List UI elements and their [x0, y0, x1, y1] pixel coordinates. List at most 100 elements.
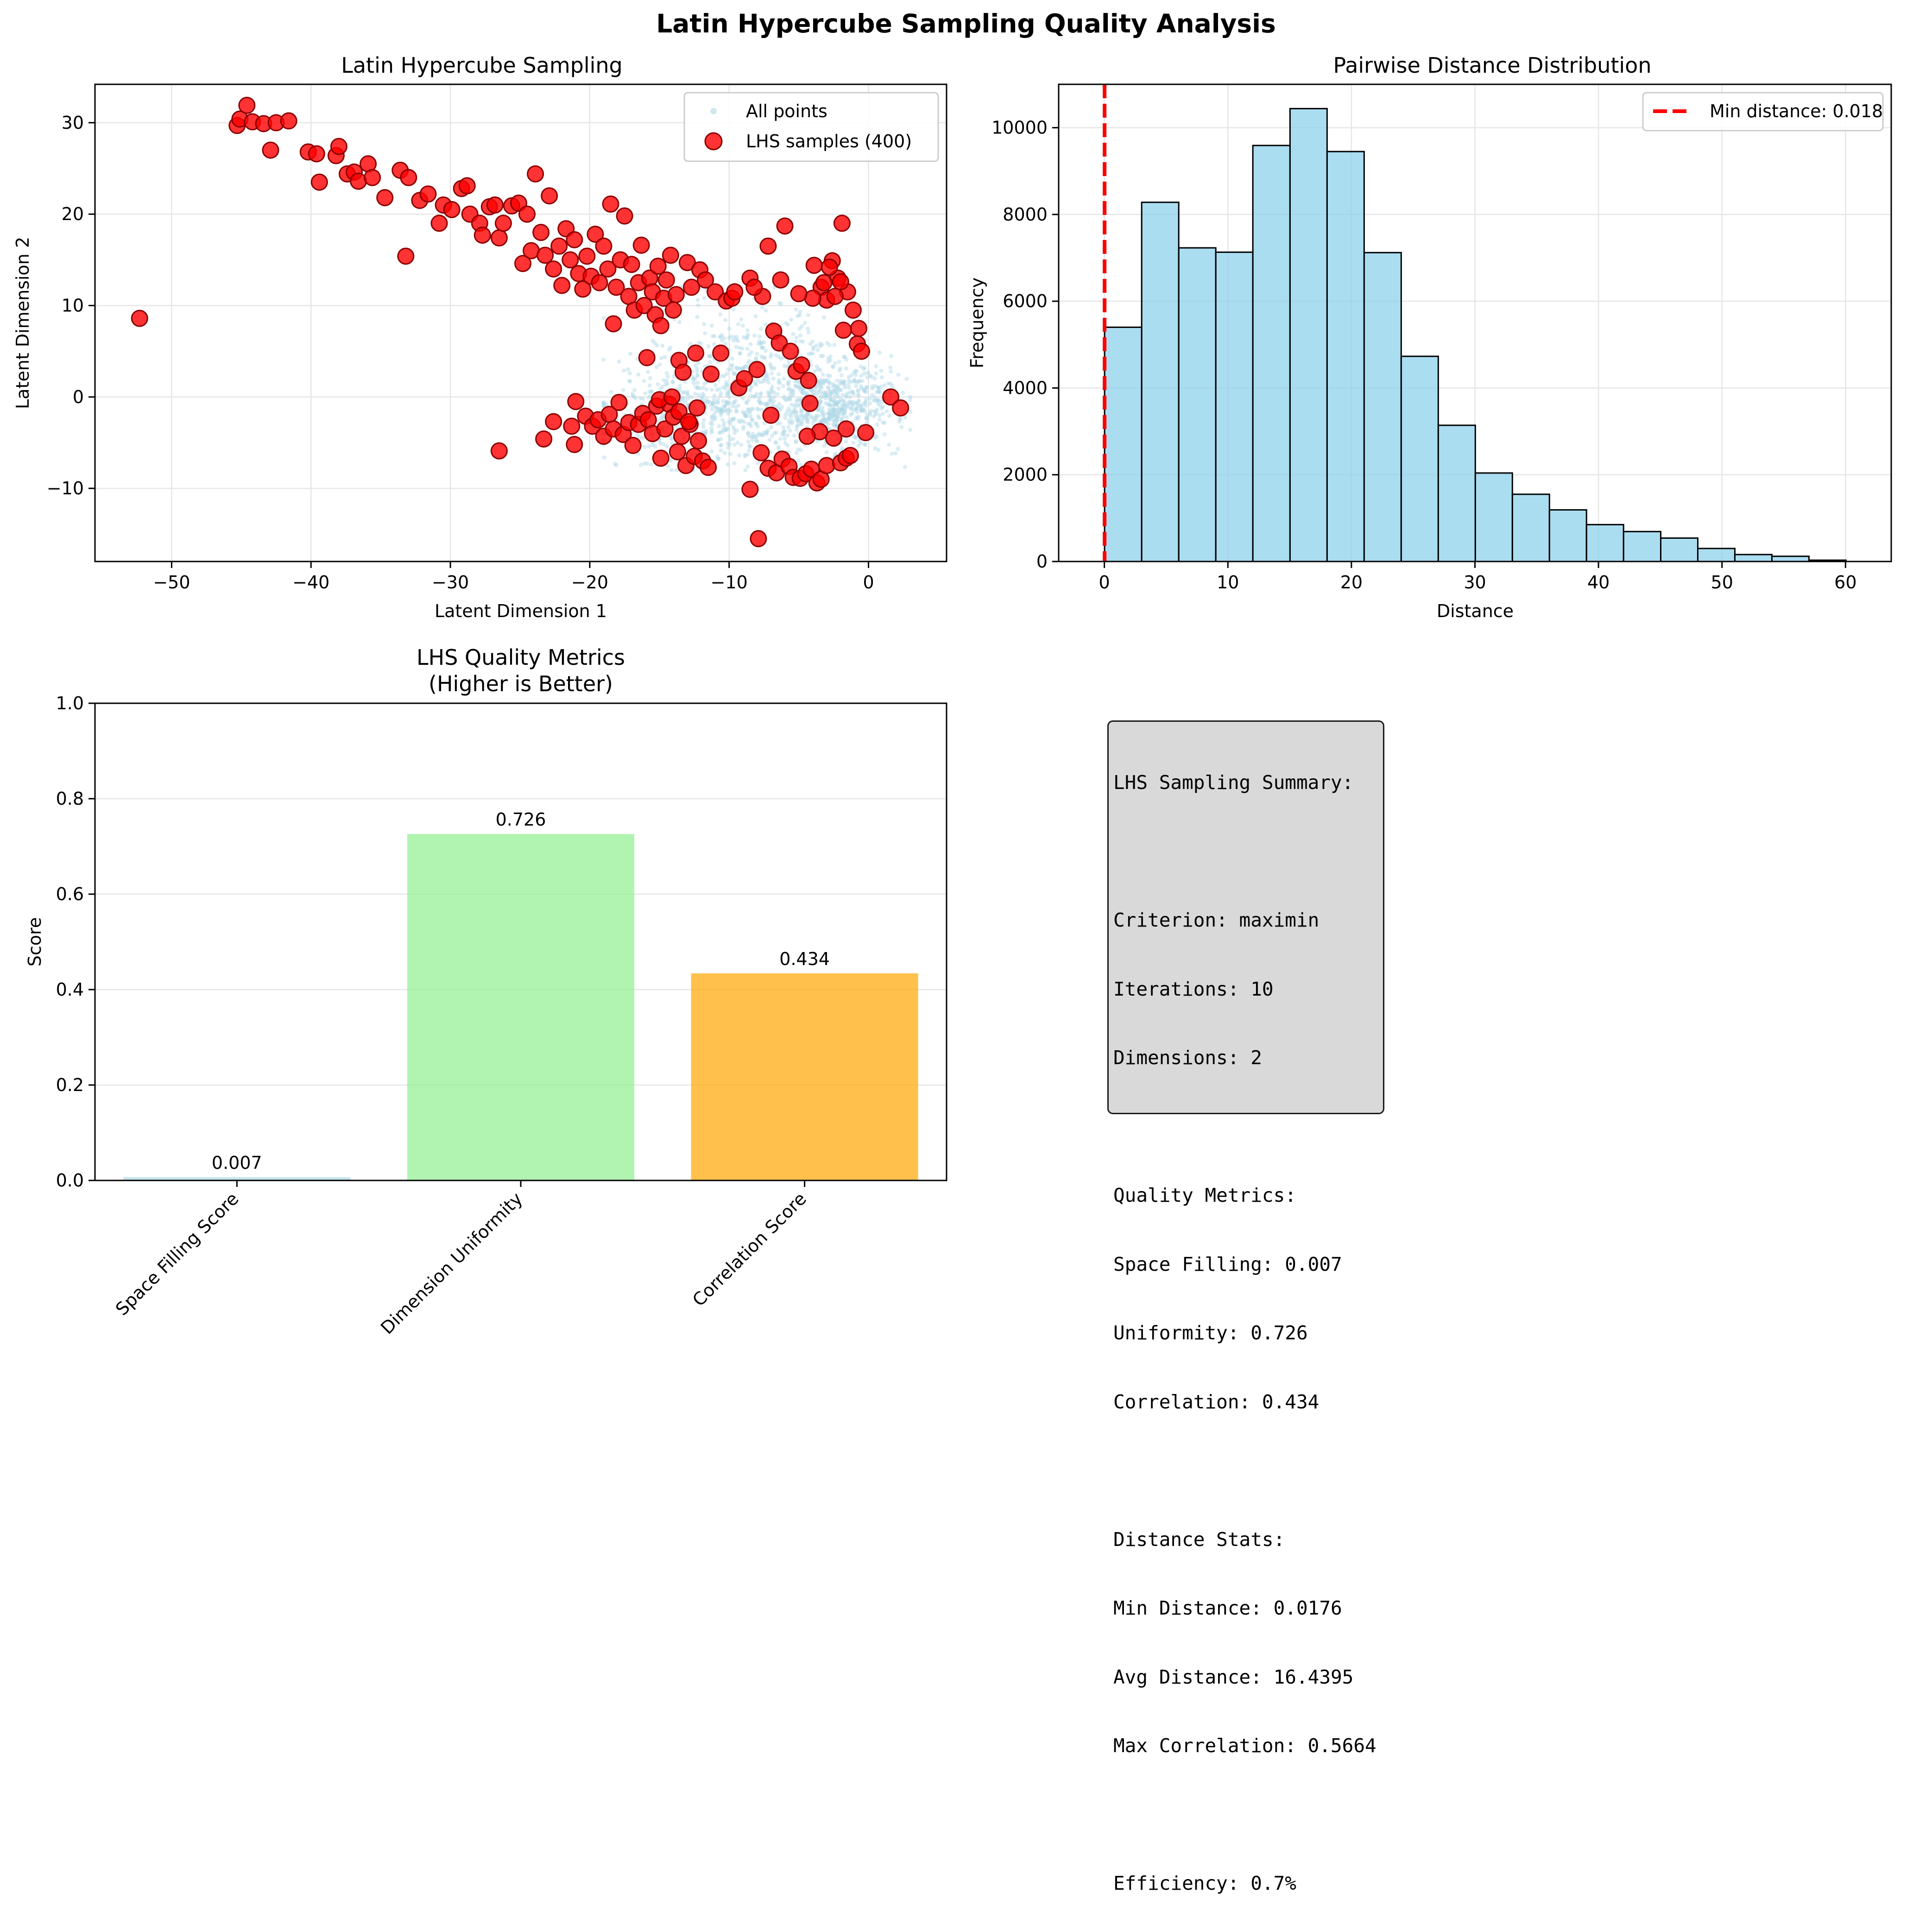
scatter-all-point	[737, 346, 742, 350]
scatter-all-point	[747, 353, 751, 357]
scatter-lhs-point	[690, 432, 707, 450]
scatter-all-point	[670, 380, 675, 385]
scatter-all-point	[823, 417, 827, 422]
scatter-all-point	[725, 390, 729, 395]
scatter-all-point	[856, 414, 861, 419]
scatter-all-point	[797, 313, 802, 317]
scatter-all-point	[803, 415, 808, 419]
histogram-bar	[1771, 555, 1810, 562]
scatter-all-point	[683, 399, 688, 404]
scatter-lhs-point	[662, 246, 679, 264]
scatter-all-point	[795, 385, 800, 389]
scatter-all-point	[833, 403, 837, 407]
scatter-all-point	[680, 396, 685, 401]
scatter-all-point	[789, 402, 794, 407]
scatter-all-point	[701, 425, 706, 429]
scatter-all-point	[780, 404, 784, 409]
scatter-all-point	[831, 364, 835, 368]
scatter-all-point	[831, 411, 836, 416]
scatter-lhs-point	[591, 274, 608, 291]
scatter-all-point	[805, 419, 809, 424]
scatter-x-tick-label: 0	[863, 572, 874, 593]
scatter-all-point	[842, 411, 847, 416]
scatter-all-point	[695, 385, 700, 390]
scatter-lhs-point	[652, 449, 669, 467]
scatter-all-point	[726, 407, 731, 412]
scatter-all-point	[903, 415, 907, 420]
scatter-lhs-point	[674, 364, 692, 381]
scatter-all-point	[695, 315, 700, 319]
scatter-all-point	[693, 376, 697, 381]
scatter-all-point	[744, 400, 749, 404]
scatter-all-point	[764, 402, 769, 406]
scatter-all-point	[805, 417, 810, 422]
scatter-all-point	[814, 414, 819, 418]
scatter-all-point	[856, 392, 861, 397]
scatter-all-point	[726, 427, 731, 431]
scatter-all-point	[786, 322, 790, 327]
scatter-lhs-point	[687, 344, 705, 362]
scatter-all-point	[819, 354, 823, 359]
scatter-all-point	[795, 397, 800, 402]
scatter-all-point	[830, 414, 834, 418]
scatter-all-point	[757, 334, 762, 339]
scatter-all-point	[779, 302, 783, 306]
scatter-all-point	[854, 401, 859, 405]
scatter-lhs-point	[664, 301, 682, 319]
scatter-all-point	[777, 381, 782, 385]
scatter-all-point	[873, 446, 878, 451]
scatter-all-point	[799, 410, 803, 414]
scatter-all-point	[724, 382, 728, 387]
scatter-all-point	[713, 415, 718, 420]
scatter-all-point	[707, 360, 712, 365]
scatter-all-point	[762, 376, 766, 380]
scatter-all-point	[821, 381, 825, 385]
scatter-lhs-point	[697, 271, 714, 289]
scatter-all-point	[710, 402, 715, 406]
scatter-all-point	[730, 356, 734, 361]
histogram-bars	[1104, 107, 1847, 562]
scatter-all-point	[695, 380, 700, 385]
scatter-all-point	[769, 398, 773, 403]
scatter-all-point	[834, 413, 839, 417]
scatter-all-point	[811, 421, 815, 425]
scatter-all-point	[833, 389, 837, 394]
scatter-all-point	[702, 381, 707, 386]
scatter-all-point	[746, 361, 751, 366]
scatter-all-point	[897, 416, 902, 420]
scatter-all-point	[792, 405, 797, 410]
histogram-bar	[1548, 509, 1587, 562]
scatter-all-point	[873, 384, 878, 389]
scatter-all-point	[794, 335, 799, 340]
scatter-all-point	[788, 429, 792, 433]
scatter-all-point	[664, 444, 669, 448]
scatter-lhs-point	[825, 429, 842, 447]
scatter-lhs-point	[490, 442, 508, 460]
scatter-all-point	[664, 379, 669, 383]
scatter-all-point	[740, 346, 745, 351]
scatter-all-point	[693, 363, 698, 368]
scatter-all-point	[837, 382, 841, 387]
scatter-legend: All points LHS samples (400)	[683, 92, 939, 162]
scatter-all-point	[725, 408, 729, 412]
scatter-all-point	[652, 341, 657, 346]
scatter-all-point	[889, 353, 894, 358]
scatter-all-point	[786, 425, 791, 429]
scatter-all-point	[782, 364, 787, 368]
scatter-lhs-point	[678, 254, 696, 271]
scatter-all-point	[804, 412, 809, 417]
scatter-all-point	[872, 376, 877, 381]
scatter-all-point	[840, 403, 845, 408]
scatter-all-point	[849, 406, 853, 410]
scatter-all-point	[734, 428, 739, 433]
scatter-lhs-point	[837, 420, 855, 438]
scatter-all-point	[766, 394, 771, 398]
scatter-all-point	[699, 395, 704, 400]
scatter-all-point	[708, 353, 713, 358]
scatter-all-point	[859, 405, 864, 410]
scatter-all-point	[852, 379, 856, 383]
scatter-all-point	[832, 399, 836, 404]
scatter-lhs-point	[750, 530, 767, 548]
scatter-all-point	[733, 405, 738, 410]
scatter-all-point	[815, 347, 820, 352]
